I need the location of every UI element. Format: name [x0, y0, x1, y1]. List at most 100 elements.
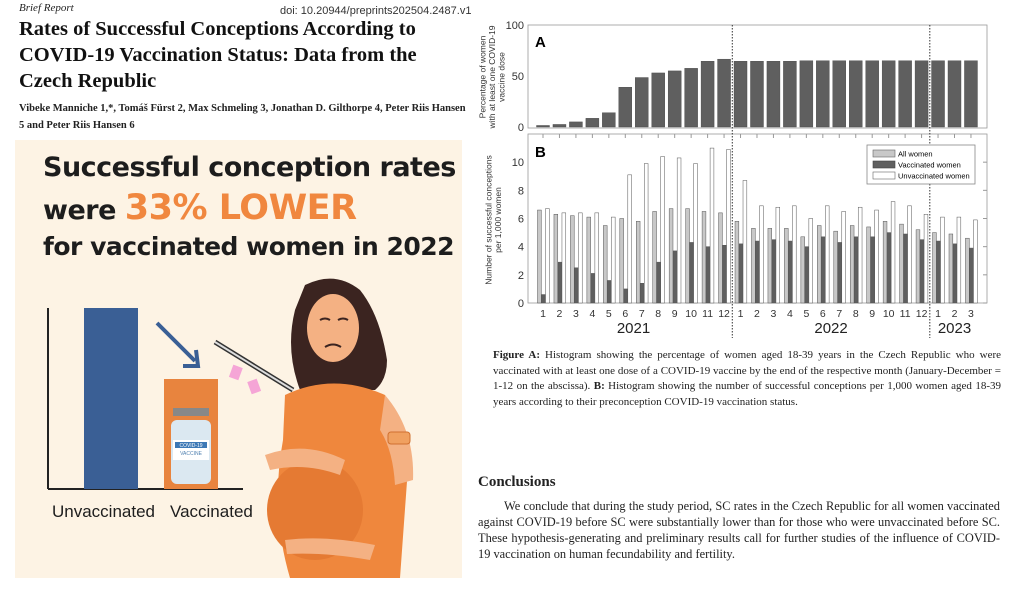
legend-swatch-vaccinated: [872, 160, 896, 169]
x-tick-label: 4: [787, 308, 793, 320]
panel-a-label: A: [535, 34, 546, 51]
x-tick-label: 10: [685, 308, 697, 320]
infographic-illustration: COVID-19 VACCINE Unvaccinated Vaccinated: [47, 278, 414, 578]
x-tick-label: 7: [836, 308, 842, 320]
x-tick-label: 3: [573, 308, 579, 320]
x-tick-label: 5: [606, 308, 612, 320]
panel-b-bar-unvaccinated: [594, 212, 599, 304]
panel-b-bar-all: [537, 209, 542, 304]
legend: All women Vaccinated women Unvaccinated …: [866, 144, 976, 185]
panel-a-bar: [684, 68, 698, 128]
panel-b-bar-vaccinated: [640, 283, 645, 304]
x-tick-label: 8: [853, 308, 859, 320]
panel-b-bar-vaccinated: [672, 250, 678, 304]
panel-b-y-axis-title: Number of successful conceptionsper 1,00…: [483, 155, 503, 284]
panel-b-bar-all: [652, 211, 657, 304]
x-tick-label: 6: [622, 308, 628, 320]
unvaccinated-label: Unvaccinated: [52, 502, 155, 521]
panel-b-bar-unvaccinated: [545, 208, 550, 304]
panel-b-bar-unvaccinated: [627, 174, 632, 304]
panel-b-bar-unvaccinated: [874, 209, 879, 304]
x-tick-label: 6: [820, 308, 826, 320]
panel-b-bar-all: [586, 216, 591, 304]
panel-a-bar: [849, 60, 863, 128]
panel-b-bar-all: [668, 208, 674, 304]
panel-a-bar: [816, 60, 830, 128]
panel-b-bar-vaccinated: [886, 232, 892, 304]
panel-a-bar: [832, 60, 846, 128]
panel-b-bar-vaccinated: [557, 261, 563, 304]
panel-b-bar-vaccinated: [607, 280, 612, 304]
article-type-label: Brief Report: [19, 2, 74, 14]
panel-a-bar: [700, 61, 715, 128]
panel-a-y-tick-label: 50: [512, 71, 524, 83]
panel-b-bar-vaccinated: [936, 240, 941, 304]
panel-b-bar-vaccinated: [903, 233, 908, 304]
panel-b-bar-vaccinated: [705, 246, 711, 304]
panel-a-y-axis-title: Percentage of womenwith at least one COV…: [478, 25, 507, 129]
panel-b-bar-unvaccinated: [644, 163, 649, 304]
panel-b-bar-vaccinated: [656, 261, 661, 304]
panel-b-bar-unvaccinated: [923, 214, 929, 304]
panel-b-bar-vaccinated: [919, 239, 925, 304]
panel-b-bar-unvaccinated: [973, 219, 978, 304]
caption-a-label: Figure A:: [493, 349, 540, 361]
pregnant-woman-illustration: [265, 278, 414, 578]
doi: doi: 10.20944/preprints202504.2487.v1: [280, 5, 472, 17]
down-arrow-icon: [155, 321, 201, 368]
panel-b-bar-all: [718, 212, 723, 304]
x-tick-label: 3: [771, 308, 777, 320]
panel-b-bar-all: [734, 221, 740, 304]
vaccinated-label: Vaccinated: [170, 502, 253, 521]
panel-b-bar-all: [899, 223, 904, 304]
caption-a-text: Histogram showing the percentage of wome…: [493, 349, 1001, 392]
x-tick-label: 9: [672, 308, 678, 320]
panel-b-bar-vaccinated: [738, 243, 744, 304]
panel-b-bar-unvaccinated: [792, 205, 797, 304]
panel-b-bar-vaccinated: [804, 246, 809, 304]
panel-b-bar-unvaccinated: [578, 212, 583, 304]
x-tick-label: 2: [754, 308, 760, 320]
panel-b-bar-all: [636, 221, 641, 304]
panel-a-bar: [569, 121, 583, 128]
panel-b-bar-unvaccinated: [956, 216, 962, 304]
panel-a-bar: [635, 77, 649, 128]
headline-line-3: for vaccinated women in 2022: [43, 232, 455, 261]
panel-b-bar-unvaccinated: [825, 205, 830, 304]
panel-b-bar-unvaccinated: [841, 211, 846, 304]
panel-b-bar-unvaccinated: [676, 157, 682, 304]
panel-b-bar-vaccinated: [541, 294, 546, 304]
panel-b-bar-all: [800, 236, 805, 304]
panel-b-bar-vaccinated: [755, 240, 760, 304]
panel-b-bar-unvaccinated: [660, 156, 665, 304]
panel-a-bar: [651, 72, 665, 128]
panel-b-bar-unvaccinated: [775, 206, 780, 304]
panel-a-bar: [618, 87, 633, 128]
panel-a-y-tick-label: 100: [506, 20, 524, 32]
panel-b-bar-unvaccinated: [759, 205, 764, 304]
panel-a-bar: [717, 58, 731, 128]
panel-a-bar: [865, 60, 879, 128]
panel-a-bar: [552, 124, 567, 128]
vial-label-2: VACCINE: [180, 451, 203, 457]
panel-b-bar-vaccinated: [837, 242, 842, 304]
small-vial-icon: [228, 364, 243, 381]
conclusions-body: We conclude that during the study period…: [478, 499, 1000, 561]
panel-a-bar: [602, 112, 616, 128]
year-label: 2023: [938, 320, 971, 337]
panel-a-bar: [964, 60, 978, 128]
panel-b-bar-all: [817, 225, 822, 304]
panel-b-bar-all: [866, 226, 871, 304]
panel-b-bar-all: [833, 230, 838, 304]
headline-prefix: were: [43, 195, 116, 226]
legend-swatch-all: [872, 149, 896, 158]
paper-title: Rates of Successful Conceptions Accordin…: [19, 18, 417, 92]
x-tick-label: 11: [900, 308, 911, 320]
legend-label-all: All women: [898, 150, 933, 159]
x-tick-label: 9: [869, 308, 875, 320]
x-tick-label: 12: [718, 308, 730, 320]
panel-b-bar-all: [948, 233, 954, 304]
caption-b-label: B:: [593, 380, 605, 392]
panel-b-bar-vaccinated: [722, 245, 727, 304]
